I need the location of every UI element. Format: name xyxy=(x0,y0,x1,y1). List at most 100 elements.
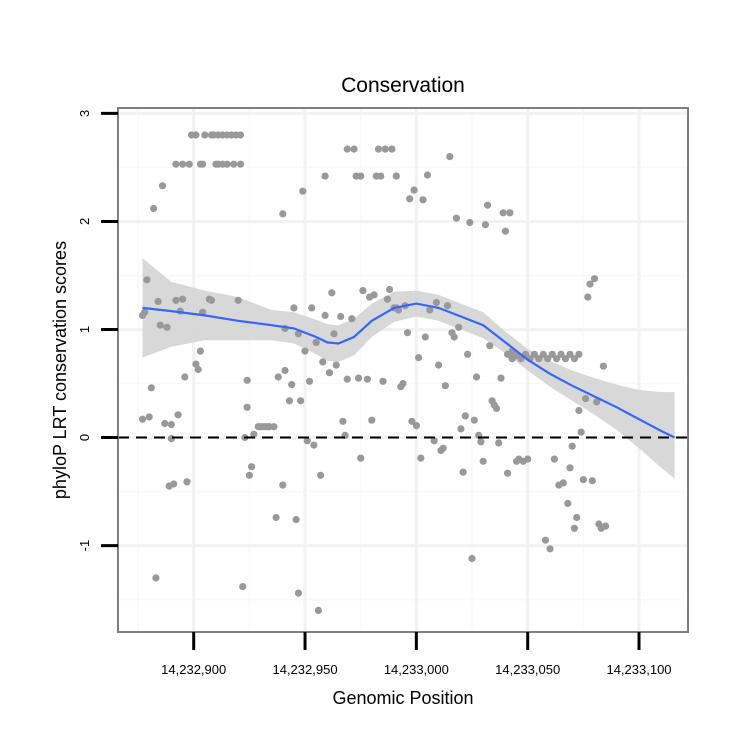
data-point xyxy=(330,330,338,338)
data-point xyxy=(559,479,567,487)
data-point xyxy=(410,186,418,194)
y-axis-label: phyloP LRT conservation scores xyxy=(50,241,70,499)
data-point xyxy=(152,574,160,582)
data-point xyxy=(377,172,385,180)
data-point xyxy=(234,296,242,304)
data-point xyxy=(161,419,169,428)
data-point xyxy=(386,285,394,294)
data-point xyxy=(403,329,412,337)
data-point xyxy=(348,315,356,323)
data-point xyxy=(172,296,180,304)
data-point xyxy=(544,355,552,363)
data-point xyxy=(426,306,434,314)
data-point xyxy=(586,280,594,288)
data-point xyxy=(541,536,550,544)
data-point xyxy=(285,397,293,405)
data-point xyxy=(406,195,414,203)
data-point xyxy=(281,366,289,375)
data-point xyxy=(579,476,588,484)
data-point xyxy=(359,287,367,295)
data-point xyxy=(492,404,501,412)
data-point xyxy=(379,377,387,385)
data-point xyxy=(593,398,601,406)
data-point xyxy=(368,416,376,424)
data-point xyxy=(305,377,314,385)
grid xyxy=(118,108,688,632)
data-point xyxy=(236,160,245,168)
data-point xyxy=(363,375,371,383)
data-point xyxy=(417,454,425,462)
y-tick-label: -1 xyxy=(77,540,92,552)
data-point xyxy=(248,463,256,471)
data-point xyxy=(412,422,420,430)
data-point xyxy=(272,513,280,522)
data-point xyxy=(301,347,309,355)
data-point xyxy=(303,437,311,445)
data-point xyxy=(450,333,458,341)
data-point xyxy=(243,376,251,384)
data-point xyxy=(179,160,187,168)
data-point xyxy=(602,522,610,530)
data-point xyxy=(566,464,574,472)
data-point xyxy=(548,350,556,358)
data-point xyxy=(270,423,278,431)
data-point xyxy=(143,276,151,284)
data-point xyxy=(350,145,358,153)
data-point xyxy=(470,416,478,424)
data-point xyxy=(441,382,449,390)
data-point xyxy=(495,439,503,447)
data-point xyxy=(504,469,512,477)
confidence-ribbon xyxy=(142,258,675,479)
data-point xyxy=(321,172,329,180)
data-point xyxy=(196,347,204,355)
data-point xyxy=(245,471,253,479)
data-point xyxy=(274,373,282,381)
data-point xyxy=(357,172,365,180)
data-point xyxy=(504,350,512,358)
data-point xyxy=(167,435,175,443)
data-point xyxy=(568,442,576,450)
data-point xyxy=(145,413,153,421)
data-point xyxy=(328,289,336,297)
data-point xyxy=(207,296,216,304)
y-axis-ticks: -1 0 1 2 3 xyxy=(77,110,118,552)
data-point xyxy=(468,554,476,563)
x-tick-label: 14,232,950 xyxy=(272,662,337,677)
data-point xyxy=(452,214,460,222)
data-point xyxy=(288,381,296,389)
data-point xyxy=(343,375,351,383)
data-point xyxy=(185,160,193,168)
data-point xyxy=(388,145,396,153)
data-point xyxy=(181,373,189,381)
data-point xyxy=(154,297,162,305)
data-point xyxy=(243,403,251,411)
data-point xyxy=(479,457,487,465)
data-point xyxy=(423,171,432,179)
data-point xyxy=(484,201,492,209)
chart-title: Conservation xyxy=(341,74,465,97)
data-point xyxy=(575,406,583,415)
data-point xyxy=(464,350,472,358)
data-point xyxy=(588,477,596,485)
data-point xyxy=(566,350,574,358)
data-point xyxy=(573,513,581,522)
x-axis-ticks: 14,232,900 14,232,950 14,233,000 14,233,050… xyxy=(161,632,672,677)
data-point xyxy=(158,182,167,190)
data-point xyxy=(230,160,238,168)
data-point xyxy=(183,478,191,486)
data-point xyxy=(466,218,474,227)
data-point xyxy=(599,362,608,370)
data-point xyxy=(419,196,427,204)
data-point xyxy=(299,187,307,195)
data-point xyxy=(486,342,494,350)
data-point xyxy=(192,131,200,139)
data-point xyxy=(501,227,509,235)
data-point xyxy=(570,524,579,532)
data-point xyxy=(408,417,416,425)
data-point xyxy=(477,438,485,446)
data-point xyxy=(292,516,300,524)
data-point xyxy=(374,145,383,153)
data-point xyxy=(308,304,316,312)
data-point xyxy=(141,308,149,316)
data-point xyxy=(156,321,164,329)
